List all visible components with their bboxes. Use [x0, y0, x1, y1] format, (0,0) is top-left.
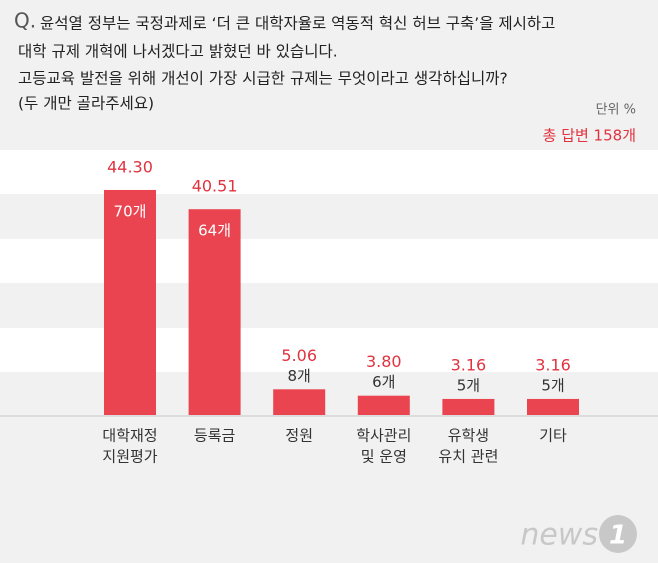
bar	[357, 395, 410, 415]
logo-mark: 1	[609, 521, 627, 551]
logo-circle	[599, 515, 637, 553]
count-label: 64개	[198, 222, 231, 240]
unit: 단위 %	[596, 103, 636, 118]
bar	[442, 398, 495, 415]
category-label: 기타	[539, 427, 567, 445]
value-label: 3.16	[451, 355, 487, 374]
bar	[188, 209, 241, 415]
value-label: 3.80	[366, 352, 402, 371]
value-label: 5.06	[281, 346, 317, 365]
category-label: 유학생	[448, 427, 489, 445]
baseline	[0, 415, 658, 417]
category-label: 및 운영	[361, 448, 407, 466]
category-label: 지원평가	[102, 448, 157, 466]
question-line: (두 개만 골라주세요)	[18, 95, 154, 113]
total: 총 답변 158개	[543, 127, 636, 145]
bar	[104, 189, 156, 415]
question-line: 고등교육 발전을 위해 개선이 가장 시급한 규제는 무엇이라고 생각하십니까?	[18, 70, 508, 88]
category-label: 유치 관련	[438, 448, 498, 466]
value-label: 44.30	[107, 157, 153, 176]
bar	[527, 398, 579, 415]
category-label: 정원	[285, 427, 313, 445]
question-line: 대학 규제 개혁에 나서겠다고 밝혔던 바 있습니다.	[18, 43, 338, 61]
count-label: 5개	[457, 376, 480, 394]
stripe	[0, 239, 658, 283]
bar	[273, 389, 326, 415]
value-label: 3.16	[535, 355, 571, 374]
question-line: 윤석열 정부는 국정과제로 ‘더 큰 대학자율로 역동적 혁신 허브 구축’을 …	[40, 15, 555, 33]
question-marker: Q.	[14, 9, 36, 33]
category-label: 학사관리	[356, 427, 411, 445]
count-label: 5개	[541, 376, 564, 394]
count-label: 70개	[114, 202, 147, 220]
logo: news	[520, 518, 598, 553]
category-label: 등록금	[194, 427, 236, 445]
count-label: 6개	[372, 373, 395, 391]
stripe	[0, 150, 658, 194]
count-label: 8개	[288, 367, 311, 385]
value-label: 40.51	[192, 177, 238, 196]
category-label: 대학재정	[102, 427, 157, 445]
